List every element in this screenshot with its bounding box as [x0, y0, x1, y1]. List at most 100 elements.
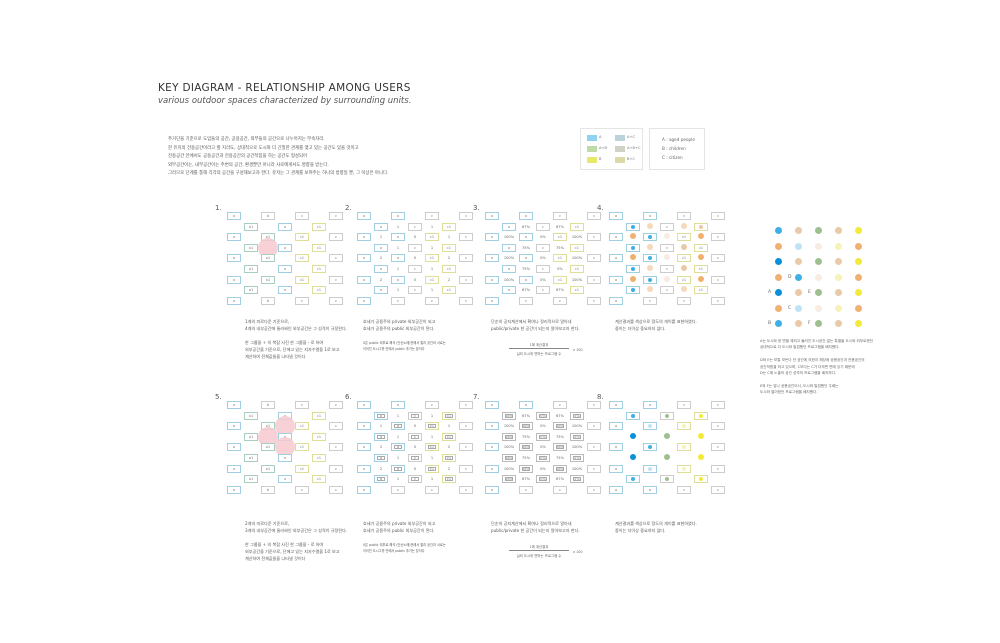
- unit-box: c1: [312, 286, 326, 295]
- unit-box: c: [677, 212, 691, 220]
- legend-swatch: [587, 157, 597, 163]
- unit-box: 28%: [502, 432, 516, 441]
- unit-dot: [631, 245, 635, 250]
- summary-dot: [815, 289, 822, 296]
- cell-value: 0%: [540, 424, 546, 429]
- unit-box: c: [711, 254, 725, 263]
- value-dot: [630, 233, 636, 240]
- unit-dot: [682, 466, 686, 471]
- legend-swatch: [615, 157, 625, 163]
- unit-box: c: [459, 275, 473, 284]
- unit-box: c1: [677, 275, 691, 284]
- unit-box: c: [408, 411, 422, 420]
- unit-box: [643, 275, 657, 284]
- cell-value: 100%: [503, 466, 515, 471]
- summary-dot: [815, 258, 822, 265]
- unit-dot: [648, 466, 652, 471]
- unit-box: 0%: [536, 454, 550, 462]
- cell-value: 1: [396, 434, 400, 439]
- unit-box: b: [261, 212, 275, 220]
- summary-dot-label: A: [768, 290, 772, 295]
- legend-swatch: [615, 135, 625, 141]
- unit-box: a: [357, 443, 371, 452]
- unit-box: a: [374, 432, 388, 441]
- unit-box: [643, 464, 657, 473]
- formula-denominator: 실외 도시와 면하는 프로그램 수: [516, 352, 562, 356]
- unit-box: c1: [553, 254, 567, 263]
- unit-box: c: [711, 443, 725, 452]
- unit-box: [643, 254, 657, 263]
- summary-dot: [835, 273, 842, 281]
- summary-dot: [775, 289, 782, 296]
- cell-value: 75%: [522, 456, 530, 460]
- unit-box: c: [587, 485, 601, 494]
- unit-box: 5%: [570, 454, 584, 462]
- panel-number: 1.: [215, 204, 222, 212]
- unit-box: c1: [312, 432, 326, 441]
- unit-box: c1: [295, 275, 309, 284]
- cell-value: 100%: [503, 445, 515, 450]
- unit-box: a: [278, 286, 292, 295]
- unit-box: a1: [261, 443, 275, 452]
- unit-box: c: [391, 485, 405, 494]
- unit-box: c: [711, 485, 725, 494]
- legend-swatch-label: B: [599, 157, 602, 161]
- intro-paragraph: 주거단을 기준으로 도입들의 공간, 공용공간, 외부들의 공간으로 나누어지는…: [168, 137, 389, 177]
- summary-dot: [835, 304, 842, 312]
- unit-box: c: [459, 464, 473, 473]
- unit-box: 0%: [536, 411, 550, 420]
- legend-swatch-label: A: [599, 135, 602, 139]
- cell-value: 1: [396, 413, 400, 418]
- cell-value: 2: [447, 445, 451, 450]
- unit-box: c1: [425, 275, 439, 284]
- unit-box: 28%: [502, 454, 516, 462]
- user-legend: A : aged people B : children C : citizen: [649, 128, 705, 170]
- unit-box: a: [485, 254, 499, 263]
- unit-box: a1: [244, 243, 258, 252]
- unit-box: a: [278, 243, 292, 252]
- unit-box: a: [391, 233, 405, 242]
- unit-box: c: [459, 296, 473, 305]
- unit-box: c: [587, 443, 601, 452]
- cell-value: 100%: [571, 256, 583, 261]
- summary-dot: [855, 258, 862, 265]
- summary-dot: [835, 258, 842, 265]
- unit-box: c1: [570, 286, 584, 295]
- unit-box: a: [519, 401, 533, 409]
- unit-box: c: [660, 243, 674, 252]
- unit-box: [643, 443, 657, 452]
- unit-dot: [648, 277, 652, 282]
- unit-box: [660, 411, 674, 420]
- unit-box: a: [227, 212, 241, 220]
- unit-box: a: [609, 233, 623, 242]
- cell-value: 75%: [522, 434, 530, 439]
- unit-box: a: [609, 485, 623, 494]
- value-dot: [681, 222, 687, 229]
- cell-value: 0: [413, 277, 417, 282]
- unit-box: a: [485, 464, 499, 473]
- unit-box: c: [425, 212, 439, 220]
- unit-box: c: [587, 254, 601, 263]
- unit-box: c: [295, 212, 309, 220]
- unit-box: c: [711, 296, 725, 305]
- unit-box: a: [502, 243, 516, 252]
- value-dot: [630, 254, 636, 261]
- summary-dot: [855, 289, 862, 296]
- unit-box: c: [459, 422, 473, 431]
- cell-value: 1: [430, 477, 434, 482]
- panel-note: 0은 public 외부로 해석 (단순노에)전에서 멀리 공간과 서로는 이어…: [363, 341, 446, 351]
- cell-value: 1: [396, 224, 400, 229]
- unit-box: c: [329, 212, 343, 220]
- unit-box: c1: [442, 475, 456, 484]
- unit-box: 28%: [502, 411, 516, 420]
- unit-box: a: [485, 422, 499, 431]
- cell-value: 75%: [556, 456, 564, 460]
- value-dot: [630, 454, 636, 460]
- unit-box: a: [502, 265, 516, 273]
- unit-box: a1: [261, 275, 275, 284]
- unit-box: c: [329, 485, 343, 494]
- unit-box: [626, 243, 640, 252]
- value-dot: [664, 233, 670, 240]
- cell-value: 0: [413, 424, 417, 429]
- unit-box: c1: [442, 432, 456, 441]
